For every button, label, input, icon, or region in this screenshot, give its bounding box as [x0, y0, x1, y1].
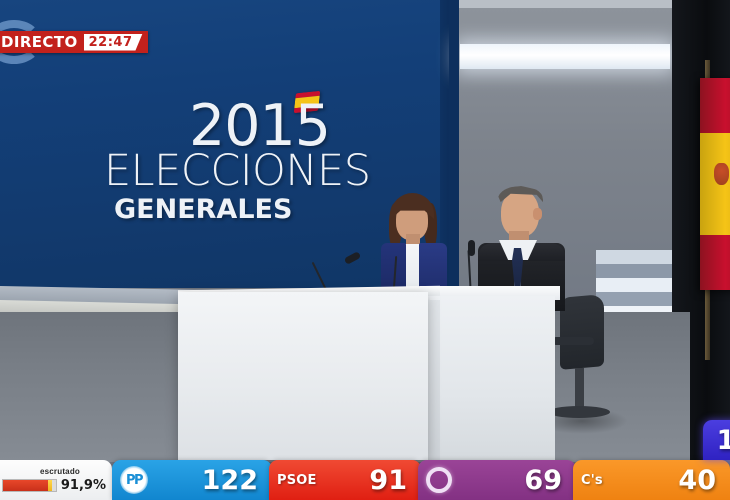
ciudadanos-label: C's — [581, 472, 603, 488]
scrutiny-percent: 91,9% — [60, 477, 106, 493]
office-chair-base — [548, 406, 610, 418]
backdrop-line1: ELECCIONES — [104, 146, 371, 196]
ciudadanos-seats: 40 — [678, 464, 716, 496]
microphone-center-head — [468, 240, 475, 256]
pp-logo-icon: PP — [120, 466, 148, 494]
pp-logo-label: PP — [125, 472, 144, 488]
wall-top-trim — [455, 0, 673, 8]
podium-secondary — [430, 296, 555, 460]
man-head — [501, 190, 539, 237]
party-result-pp[interactable]: PP 122 — [112, 460, 272, 500]
scrutiny-progress-fill — [3, 479, 49, 491]
party-result-podemos[interactable]: 69 — [418, 460, 576, 500]
ceiling-light-strip — [460, 44, 670, 69]
live-clock: 22:47 — [83, 33, 143, 51]
spanish-flag-icon — [700, 78, 730, 290]
live-label: DIRECTO — [1, 33, 78, 51]
results-ticker: escrutado 91,9% PP 122 PSOE 91 69 C — [0, 420, 730, 500]
scrutiny-progress-tip — [48, 479, 52, 491]
scrutiny-label: escrutado — [39, 466, 81, 476]
wall-separator — [449, 0, 459, 300]
channel-logo-icon — [0, 20, 42, 64]
backdrop-line2: GENERALES — [114, 194, 293, 225]
office-chair-post — [575, 368, 584, 410]
pp-seats: 122 — [201, 464, 258, 496]
next-party-seats: 1 — [716, 424, 730, 456]
podemos-ring-icon — [426, 467, 452, 493]
psoe-label: PSOE — [277, 472, 317, 488]
backdrop-year: 2015 — [188, 93, 331, 159]
scrutiny-progress-bar — [2, 478, 57, 492]
party-result-ciudadanos[interactable]: C's 40 — [573, 460, 730, 500]
podemos-seats: 69 — [524, 464, 562, 496]
scrutiny-panel: escrutado 91,9% — [0, 460, 112, 500]
party-result-next[interactable]: 1 — [703, 420, 730, 460]
podium-front-panel: GOBIERNO DE ESPAÑA — [178, 292, 428, 460]
flag-crest — [714, 162, 729, 185]
psoe-seats: 91 — [369, 464, 407, 496]
election-backdrop-graphic: 2015 ELECCIONES GENERALES — [104, 90, 371, 225]
office-chair-back — [560, 294, 604, 370]
party-result-psoe[interactable]: PSOE 91 — [269, 460, 421, 500]
office-chair-arm — [552, 337, 594, 345]
live-badge: DIRECTO 22:47 — [0, 31, 148, 53]
man-tie — [512, 248, 523, 304]
